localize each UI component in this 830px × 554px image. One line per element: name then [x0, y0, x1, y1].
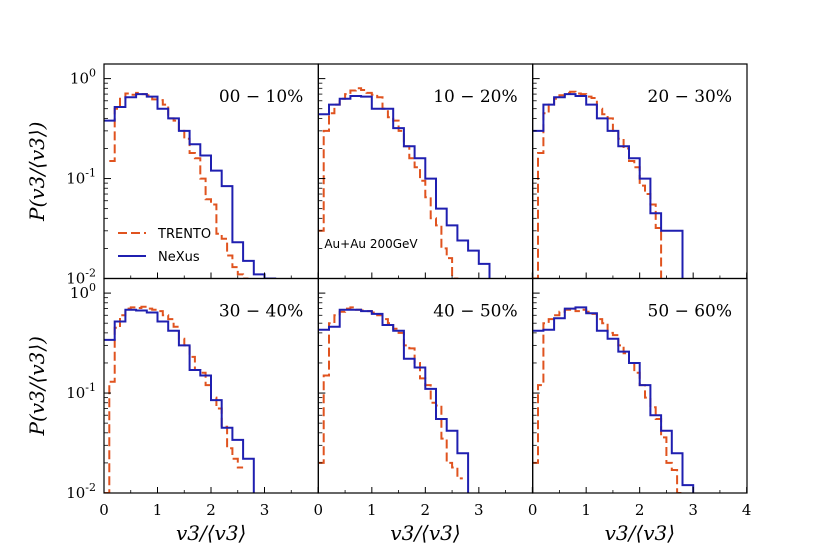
x-tick-label: 2	[635, 501, 645, 519]
x-tick-label: 3	[688, 501, 698, 519]
x-tick-label: 1	[581, 501, 591, 519]
x-tick-label: 1	[153, 501, 163, 519]
legend: TRENTO NeXus	[118, 227, 211, 265]
y-tick-label: 10-2	[66, 267, 96, 288]
panel-3: 20 − 30%	[532, 63, 748, 280]
x-tick-label: 0	[528, 501, 538, 519]
panel-4: 30 − 40% 100 10-1 10-20 1 2 3	[66, 277, 319, 519]
series-nexus-line	[532, 306, 695, 493]
x-tick-label: 2	[421, 501, 431, 519]
collision-annotation: Au+Au 200GeV	[324, 237, 418, 251]
series-trento-line	[318, 87, 459, 279]
x-tick-label: 4	[742, 501, 752, 519]
panel-label: 20 − 30%	[648, 87, 732, 107]
x-axis-label: v3/⟨v3⟩	[605, 521, 675, 545]
x-tick-label: 2	[206, 501, 216, 519]
series-trento-line	[104, 305, 244, 493]
y-tick-label: 10-2	[66, 481, 96, 502]
series-trento-line	[532, 90, 663, 279]
y-tick-label: 10-1	[66, 381, 96, 402]
series-trento-line	[318, 306, 463, 480]
panel-label: 50 − 60%	[648, 302, 732, 322]
x-axis-label: v3/⟨v3⟩	[390, 521, 460, 545]
series-nexus-line	[318, 95, 491, 279]
y-axis-label: P(v3/⟨v3⟩)	[25, 336, 49, 436]
legend-label-trento: TRENTO	[157, 227, 211, 242]
y-axis-label: P(v3/⟨v3⟩)	[25, 122, 49, 222]
x-tick-label: 1	[367, 501, 377, 519]
panel-6: 50 − 60% 0 1 2 3 4	[528, 277, 752, 519]
series-trento-line	[532, 307, 683, 493]
panel-1: 00 − 10% 100 10-1 10-2	[66, 63, 319, 288]
axis-labels: v3/⟨v3⟩ v3/⟨v3⟩ v3/⟨v3⟩ P(v3/⟨v3⟩) P(v3/⟨v3⟩…	[25, 122, 675, 545]
x-tick-label: 0	[314, 501, 324, 519]
series-nexus-line	[532, 93, 684, 279]
panel-label: 40 − 50%	[433, 302, 517, 322]
series-nexus-line	[318, 308, 470, 493]
x-axis-label: v3/⟨v3⟩	[176, 521, 246, 545]
y-tick-label: 100	[70, 67, 96, 88]
panel-label: 30 − 40%	[219, 302, 303, 322]
x-tick-label: 3	[260, 501, 270, 519]
y-tick-label: 100	[70, 281, 96, 302]
panel-label: 10 − 20%	[433, 87, 517, 107]
x-tick-label: 0	[99, 501, 109, 519]
panel-5: 40 − 50% 0 1 2 3	[314, 277, 534, 519]
panel-label: 00 − 10%	[219, 87, 303, 107]
y-tick-label: 10-1	[66, 167, 96, 188]
series-nexus-line	[104, 93, 277, 279]
series-nexus-line	[104, 308, 255, 493]
legend-label-nexus: NeXus	[158, 250, 200, 265]
x-tick-label: 3	[474, 501, 484, 519]
